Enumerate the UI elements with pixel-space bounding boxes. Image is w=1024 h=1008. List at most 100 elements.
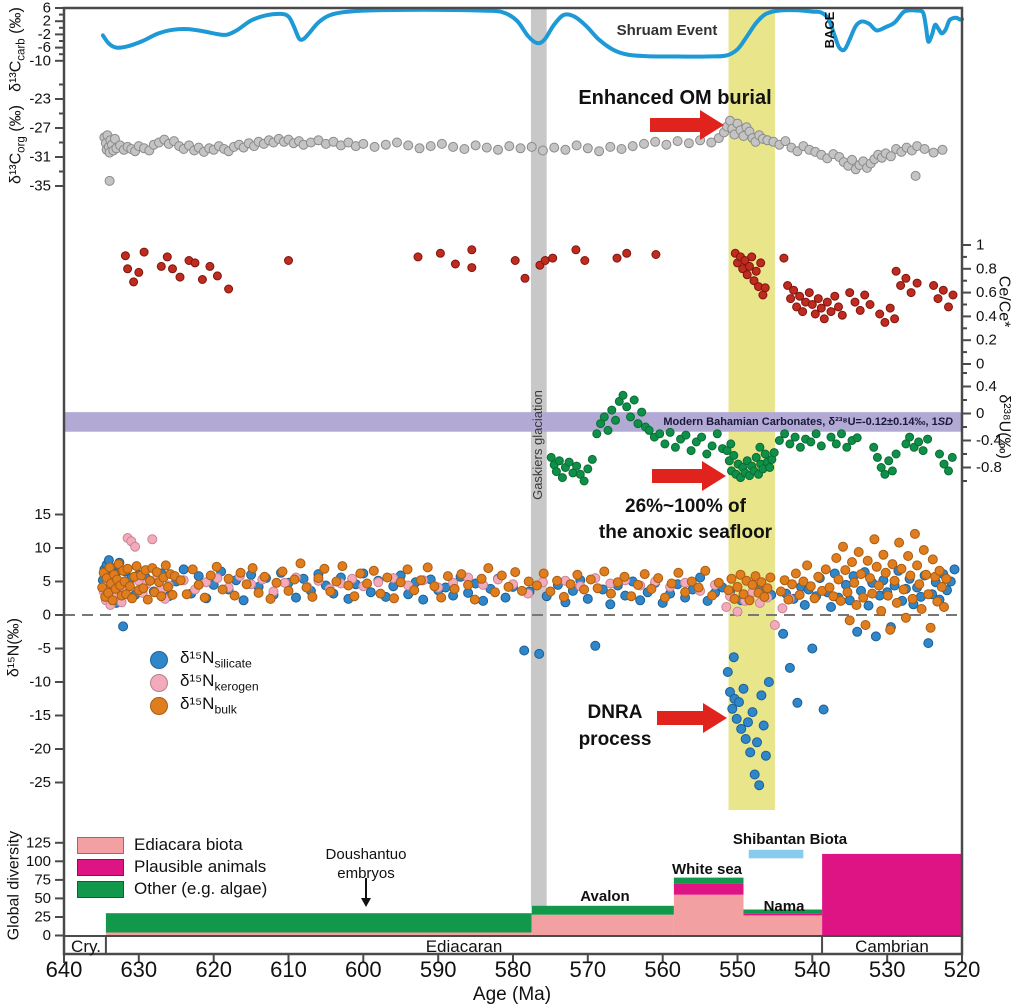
- data-point: [160, 560, 171, 571]
- data-point: [804, 288, 814, 298]
- y-tick-label: 10: [34, 540, 51, 557]
- data-point: [727, 703, 738, 714]
- data-point: [582, 593, 593, 604]
- y-tick-label: -2: [38, 26, 51, 43]
- data-point: [918, 446, 928, 456]
- data-point: [571, 245, 581, 255]
- data-point: [413, 252, 423, 262]
- data-point: [337, 561, 348, 572]
- x-tick-label: 530: [869, 957, 906, 982]
- data-point: [629, 395, 639, 405]
- y-tick-label: -31: [29, 149, 51, 166]
- data-point: [416, 575, 426, 586]
- data-point: [665, 427, 675, 437]
- data-point: [224, 284, 234, 294]
- x-tick-label: 520: [944, 957, 981, 982]
- data-point: [762, 583, 773, 594]
- data-point: [156, 261, 166, 271]
- data-point: [554, 456, 564, 466]
- y-tick-label: 0.4: [976, 378, 997, 395]
- data-point: [828, 591, 839, 602]
- data-point: [504, 141, 515, 152]
- x-tick-label: 580: [495, 957, 532, 982]
- data-point: [123, 264, 133, 274]
- data-point: [313, 573, 324, 584]
- data-point: [693, 582, 704, 593]
- data-point: [871, 561, 882, 572]
- data-point: [756, 577, 767, 588]
- data-point: [726, 573, 737, 584]
- data-point: [842, 587, 853, 598]
- data-point: [295, 558, 306, 569]
- y-tick-label: -20: [29, 741, 51, 758]
- d15n_bulk-series: [97, 528, 952, 635]
- data-point: [414, 143, 425, 154]
- data-point: [811, 429, 821, 439]
- data-point: [403, 140, 414, 151]
- diversity-bars: [105, 849, 962, 936]
- data-point: [728, 652, 739, 663]
- period-ediacaran: Ediacaran: [425, 937, 503, 956]
- data-point: [799, 600, 810, 610]
- data-point: [732, 606, 743, 617]
- data-point: [650, 136, 661, 147]
- data-point: [349, 591, 360, 602]
- data-point: [120, 251, 130, 261]
- data-point: [515, 143, 526, 154]
- data-point: [612, 577, 623, 588]
- silicate-dot-icon: [150, 650, 168, 669]
- data-point: [402, 564, 413, 575]
- data-point: [580, 256, 590, 265]
- y-tick-label: -25: [29, 774, 51, 791]
- frame: 62-2-6-10-23-27-31-3510.80.60.40.200.40-…: [26, 0, 1002, 982]
- d13c-carb-curve: [100, 7, 964, 59]
- data-point: [392, 137, 402, 148]
- data-point: [890, 314, 900, 324]
- doushantuo-embryos-label: Doushantuo embryos: [325, 846, 407, 882]
- data-point: [436, 592, 447, 603]
- data-point: [686, 576, 697, 587]
- data-point: [241, 579, 252, 590]
- data-point: [792, 302, 802, 312]
- data-point: [894, 537, 905, 548]
- data-point: [147, 534, 158, 545]
- gaskiers-band: [530, 8, 547, 906]
- data-point: [700, 565, 711, 576]
- data-point: [493, 144, 503, 155]
- data-point: [887, 559, 898, 570]
- data-point: [592, 429, 602, 439]
- x-tick-label: 590: [420, 957, 457, 982]
- data-point: [818, 704, 829, 715]
- legend-label: δ¹⁵Nsilicate: [180, 647, 252, 671]
- data-point: [912, 278, 922, 288]
- data-point: [928, 147, 939, 158]
- data-point: [884, 456, 894, 466]
- data-point: [211, 561, 222, 572]
- data-point: [778, 628, 789, 639]
- y-tick-label: 125: [26, 834, 51, 851]
- data-point: [517, 585, 527, 596]
- data-point: [611, 415, 620, 425]
- data-point: [880, 567, 891, 578]
- data-point: [607, 405, 617, 415]
- x-tick-label: 560: [644, 957, 681, 982]
- data-point: [939, 459, 949, 469]
- data-point: [551, 467, 561, 477]
- y-tick-label: 5: [43, 573, 51, 590]
- data-point: [435, 248, 445, 258]
- data-point: [742, 270, 752, 280]
- data-point: [936, 581, 947, 592]
- data-point: [707, 590, 718, 601]
- other-algae-swatch-icon: [77, 880, 124, 898]
- data-point: [912, 560, 923, 571]
- data-point: [923, 638, 934, 649]
- data-point: [790, 568, 801, 579]
- bahamian-carbonates-label: Modern Bahamian Carbonates, δ²³⁸U=-0.12±…: [663, 416, 953, 428]
- data-point: [365, 587, 376, 598]
- y-tick-label: -6: [38, 39, 51, 56]
- data-point: [853, 547, 864, 557]
- legend-label: Other (e.g. algae): [134, 878, 268, 898]
- data-point: [138, 583, 149, 594]
- bace-label: BACE: [822, 11, 837, 49]
- data-point: [616, 144, 627, 154]
